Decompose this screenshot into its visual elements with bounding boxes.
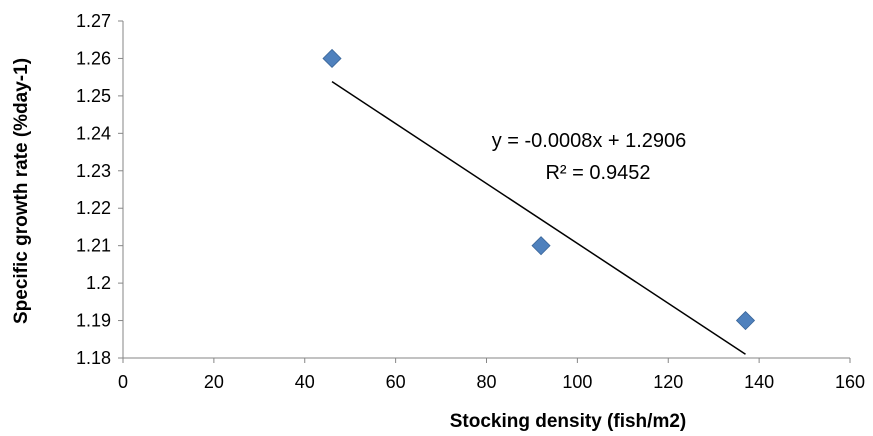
data-points — [322, 48, 756, 331]
y-tick-label: 1.22 — [76, 198, 111, 218]
data-point — [735, 310, 756, 331]
data-point — [322, 48, 342, 69]
y-axis-title: Specific growth rate (%day-1) — [11, 58, 32, 324]
y-tick-label: 1.26 — [76, 48, 111, 68]
x-tick-label: 100 — [562, 372, 592, 392]
x-tick-label: 120 — [653, 372, 683, 392]
y-tick-label: 1.23 — [76, 161, 111, 181]
x-tick-label: 40 — [295, 372, 315, 392]
trendline-group — [331, 81, 746, 355]
x-tick-labels: 0 20 40 60 80 100 120 140 160 — [118, 358, 865, 392]
x-tick-label: 20 — [204, 372, 224, 392]
x-tick-label: 60 — [386, 372, 406, 392]
x-tick-label: 0 — [118, 372, 128, 392]
x-tick-label: 140 — [744, 372, 774, 392]
axes — [122, 21, 850, 359]
y-tick-label: 1.19 — [76, 311, 111, 331]
trendline — [331, 81, 746, 355]
y-tick-labels: 1.18 1.19 1.2 1.21 1.22 1.23 1.24 1.25 1.26 1.27 — [76, 11, 123, 368]
y-tick-label: 1.27 — [76, 11, 111, 31]
data-point — [531, 236, 551, 256]
y-tick-label: 1.2 — [86, 273, 111, 293]
y-tick-label: 1.25 — [76, 86, 111, 106]
x-tick-label: 160 — [835, 372, 865, 392]
x-axis-title: Stocking density (fish/m2) — [450, 411, 686, 432]
y-tick-label: 1.21 — [76, 236, 111, 256]
x-tick-label: 80 — [476, 372, 496, 392]
trendline-r-squared: R² = 0.9452 — [545, 162, 650, 184]
y-tick-label: 1.24 — [76, 123, 111, 143]
y-tick-label: 1.18 — [76, 348, 111, 368]
trendline-equation: y = -0.0008x + 1.2906 — [492, 130, 687, 152]
